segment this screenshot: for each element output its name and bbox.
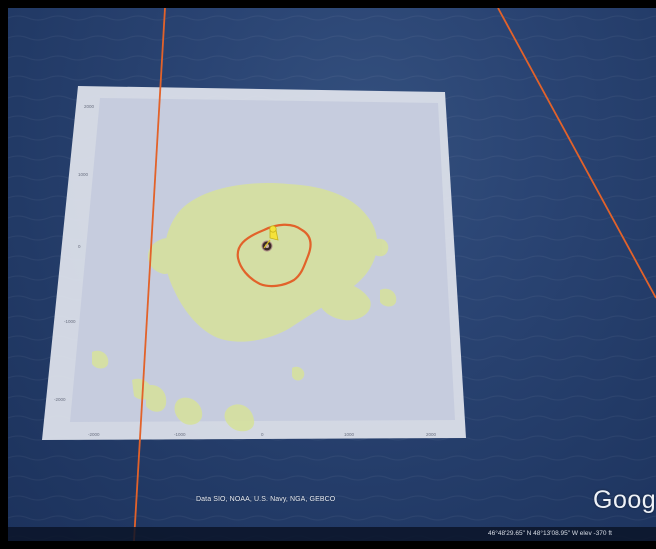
- y-tick-label: 0: [78, 244, 81, 249]
- y-tick-label: -2000: [54, 397, 66, 402]
- status-bar: 46°48'29.65" N 48°13'08.95" W elev -370 …: [8, 527, 656, 541]
- overlay-axis-labels: 2000 1000 0 -1000 -2000 -2000 -1000 0 10…: [54, 104, 437, 437]
- track-line[interactable]: [133, 8, 166, 541]
- x-tick-label: -2000: [88, 432, 100, 437]
- y-tick-label: 1000: [78, 172, 89, 177]
- brand-logo: Goog: [593, 486, 656, 514]
- map-attribution: Data SIO, NOAA, U.S. Navy, NGA, GEBCO: [196, 496, 336, 503]
- ground-overlay[interactable]: 2000 1000 0 -1000 -2000 -2000 -1000 0 10…: [42, 86, 466, 440]
- x-tick-label: 2000: [426, 432, 437, 437]
- x-tick-label: -1000: [174, 432, 186, 437]
- x-tick-label: 0: [261, 432, 264, 437]
- density-overlay: [92, 183, 397, 432]
- track-line[interactable]: [497, 8, 656, 299]
- map-scene[interactable]: 2000 1000 0 -1000 -2000 -2000 -1000 0 10…: [8, 8, 656, 541]
- map-viewport[interactable]: 2000 1000 0 -1000 -2000 -2000 -1000 0 10…: [8, 8, 656, 541]
- orange-contour: [236, 223, 312, 288]
- yellow-pushpin-icon[interactable]: [261, 225, 279, 252]
- y-tick-label: -1000: [64, 319, 76, 324]
- coordinate-readout: 46°48'29.65" N 48°13'08.95" W elev -370 …: [488, 530, 612, 537]
- x-tick-label: 1000: [344, 432, 355, 437]
- y-tick-label: 2000: [84, 104, 95, 109]
